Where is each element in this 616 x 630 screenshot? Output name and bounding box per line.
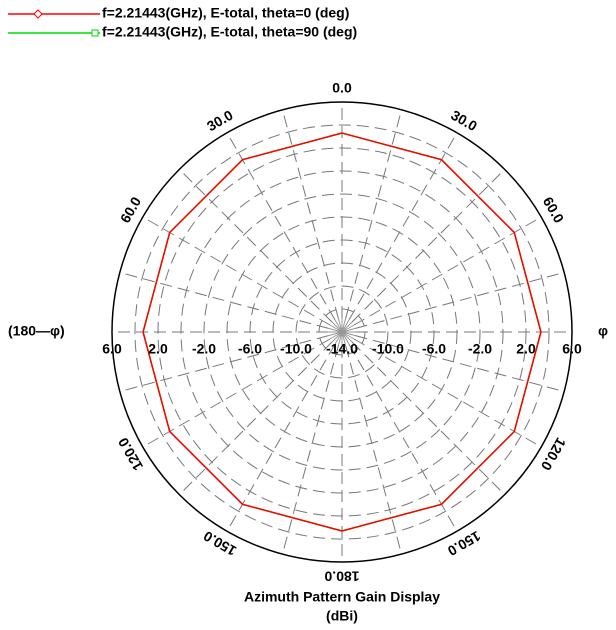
center-spoke — [331, 321, 343, 333]
r-tick-label: 6.0 — [562, 341, 582, 357]
grid-spoke — [281, 345, 339, 555]
grid-spoke — [355, 271, 565, 329]
angle-tick-label: 180.0 — [324, 568, 359, 584]
r-tick-label: 2.0 — [516, 341, 536, 357]
grid-spoke — [226, 132, 336, 321]
grid-spoke — [348, 343, 458, 532]
grid-spoke — [355, 335, 565, 393]
grid-spoke — [142, 338, 331, 448]
center-spoke — [341, 327, 356, 333]
r-tick-label: 6.0 — [102, 341, 122, 357]
r-tick-label: -6.0 — [422, 341, 446, 357]
center-spoke — [337, 331, 343, 346]
legend-label: f=2.21443(GHz), E-total, theta=90 (deg) — [102, 24, 357, 40]
center-spoke — [341, 319, 350, 333]
right-axis-label: φ — [598, 323, 608, 339]
center-spoke — [334, 319, 343, 333]
center-spoke — [331, 331, 343, 343]
grid-circle — [134, 124, 550, 540]
outer-circle — [111, 101, 573, 563]
grid-spoke — [353, 216, 542, 326]
center-spoke — [341, 324, 355, 333]
center-spoke — [329, 331, 343, 340]
left-axis-label: (180—φ) — [8, 323, 65, 339]
grid-circle — [295, 285, 389, 379]
center-spoke — [341, 321, 353, 333]
chart-subtitle: (dBi) — [326, 608, 358, 624]
grid-spoke — [351, 341, 505, 495]
r-tick-label: -10.0 — [280, 341, 312, 357]
grid-circle — [203, 193, 481, 471]
grid-spoke — [353, 338, 542, 448]
angle-tick-label: 120.0 — [538, 435, 569, 474]
center-spoke — [341, 331, 347, 346]
grid-spoke — [179, 341, 333, 495]
legend-marker — [91, 29, 99, 37]
grid-spoke — [351, 169, 505, 323]
angle-tick-label: 120.0 — [115, 435, 146, 474]
r-tick-label: -2.0 — [192, 341, 216, 357]
center-spoke — [328, 331, 343, 337]
grid-spoke — [345, 345, 403, 555]
angle-tick-label: 150.0 — [201, 528, 240, 559]
series-line — [142, 132, 542, 532]
center-spoke — [341, 331, 350, 345]
grid-spoke — [179, 169, 333, 323]
center-spoke — [341, 318, 347, 333]
center-spoke — [337, 318, 343, 333]
center-spoke — [334, 331, 343, 345]
r-tick-label: -6.0 — [238, 341, 262, 357]
center-spoke — [328, 327, 343, 333]
grid-spoke — [281, 109, 339, 319]
r-tick-label: 2.0 — [148, 341, 168, 357]
grid-spoke — [142, 216, 331, 326]
center-spoke — [341, 331, 356, 337]
angle-tick-label: 0.0 — [332, 80, 352, 96]
grid-spoke — [226, 343, 336, 532]
r-tick-label: -14.0 — [326, 341, 358, 357]
chart-title: Azimuth Pattern Gain Display — [244, 589, 440, 605]
grid-spoke — [348, 132, 458, 321]
angle-tick-label: 150.0 — [445, 528, 484, 559]
center-spoke — [341, 331, 355, 340]
r-tick-label: -10.0 — [372, 341, 404, 357]
legend-label: f=2.21443(GHz), E-total, theta=0 (deg) — [102, 5, 349, 21]
r-tick-label: -2.0 — [468, 341, 492, 357]
center-spoke — [329, 324, 343, 333]
grid-spoke — [119, 335, 329, 393]
grid-spoke — [119, 271, 329, 329]
grid-spoke — [345, 109, 403, 319]
legend-marker — [33, 9, 43, 19]
center-spoke — [341, 331, 353, 343]
